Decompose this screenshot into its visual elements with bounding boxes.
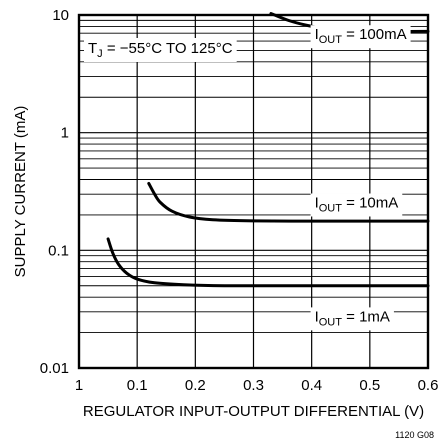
plot-frame xyxy=(77,13,430,370)
series-label-text: IOUT = 100mA xyxy=(315,26,407,46)
x-tick-label: 0.2 xyxy=(185,377,206,394)
series-label-text: IOUT = 10mA xyxy=(315,195,399,215)
series-line-2 xyxy=(106,237,430,288)
series-label-background xyxy=(310,307,394,331)
figure-reference: 1120 G08 xyxy=(395,430,434,440)
x-tick-labels: 1 0.1 0.2 0.3 0.4 0.5 0.6 xyxy=(75,377,439,394)
series-label-2: IOUT = 1mA xyxy=(310,307,394,331)
x-tick-label: 0.5 xyxy=(359,377,380,394)
temperature-condition-background xyxy=(84,38,237,62)
y-tick-labels: 0.01 0.1 1 10 xyxy=(40,7,69,377)
temperature-condition: TJ = −55°C TO 125°C xyxy=(84,38,237,62)
y-tick-label: 10 xyxy=(52,7,69,24)
y-tick-label: 0.1 xyxy=(48,242,69,259)
x-tick-label: 0.6 xyxy=(418,377,439,394)
series-label-background xyxy=(310,25,411,49)
series-line-1 xyxy=(147,181,430,223)
x-tick-label: 0.4 xyxy=(301,377,322,394)
series-label-text: IOUT = 1mA xyxy=(315,308,390,328)
series-labels: IOUT = 100mA IOUT = 10mA IOUT = 1mA xyxy=(310,25,411,331)
series-label-0: IOUT = 100mA xyxy=(310,25,411,49)
grid xyxy=(78,15,429,369)
x-tick-label: 1 xyxy=(75,377,83,394)
x-axis-label: REGULATOR INPUT-OUTPUT DIFFERENTIAL (V) xyxy=(83,403,424,420)
y-tick-label: 0.01 xyxy=(40,360,69,377)
y-axis-label: SUPPLY CURRENT (mA) xyxy=(12,106,29,278)
temperature-condition-label: TJ = −55°C TO 125°C xyxy=(88,40,233,60)
y-tick-label: 1 xyxy=(61,125,69,142)
x-tick-label: 0.1 xyxy=(127,377,148,394)
series-label-background xyxy=(310,193,403,217)
series-label-1: IOUT = 10mA xyxy=(310,193,403,217)
x-tick-label: 0.3 xyxy=(243,377,264,394)
